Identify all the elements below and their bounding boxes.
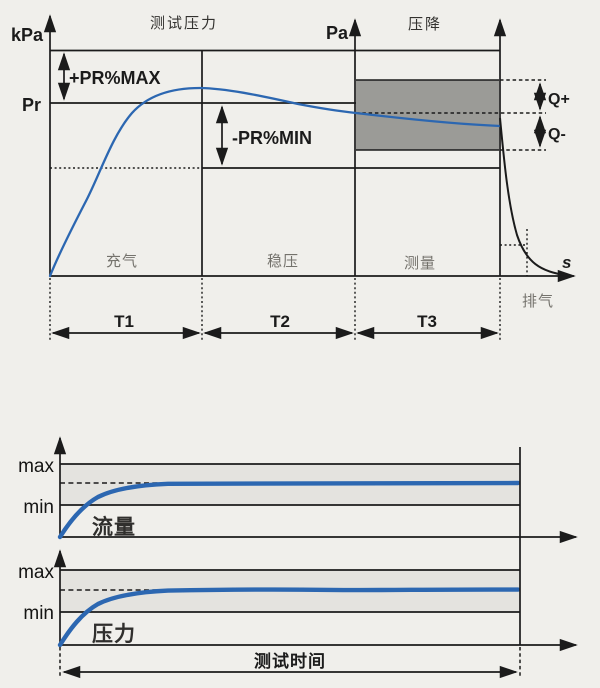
flow-curve bbox=[57, 480, 521, 540]
pressure-title: 压力 bbox=[92, 623, 136, 646]
seconds-unit-label: s bbox=[562, 253, 571, 272]
t2-duration-label: T2 bbox=[270, 312, 290, 331]
lower-tolerance-label: -PR%MIN bbox=[232, 128, 312, 148]
pressure-curve bbox=[48, 86, 502, 278]
phase-fill-label: 充气 bbox=[106, 253, 138, 270]
q-minus-label: Q- bbox=[548, 126, 566, 143]
flow-title: 流量 bbox=[92, 515, 136, 539]
q-plus-label: Q+ bbox=[548, 91, 570, 108]
flow-max-label: max bbox=[18, 456, 54, 477]
phase-exhaust-label: 排气 bbox=[522, 293, 554, 310]
reference-pressure-label: Pr bbox=[22, 95, 41, 115]
pressure-min-label: min bbox=[23, 603, 54, 624]
phase-measure-label: 测量 bbox=[404, 255, 436, 272]
pressure-time-chart: kPa Pr Pa s 测试压力 压降 +PR%MAX -PR%MIN Q+ Q… bbox=[11, 14, 576, 341]
test-time-label: 测试时间 bbox=[254, 651, 326, 671]
pa-unit-label: Pa bbox=[326, 23, 349, 43]
pressure-drop-title: 压降 bbox=[408, 16, 442, 33]
kpa-unit-label: kPa bbox=[11, 25, 44, 45]
t1-duration-label: T1 bbox=[114, 312, 134, 331]
pressure-stabilize-curve bbox=[57, 587, 521, 648]
pressure-max-label: max bbox=[18, 562, 54, 583]
upper-tolerance-label: +PR%MAX bbox=[69, 68, 161, 88]
t3-duration-label: T3 bbox=[417, 312, 437, 331]
exhaust-curve bbox=[499, 117, 569, 277]
test-pressure-title: 测试压力 bbox=[150, 15, 218, 32]
flow-min-label: min bbox=[23, 497, 54, 518]
phase-stabilize-label: 稳压 bbox=[267, 253, 299, 270]
flow-pressure-stabilization-chart: max min 流量 max min 压力 测试时间 bbox=[18, 436, 578, 679]
